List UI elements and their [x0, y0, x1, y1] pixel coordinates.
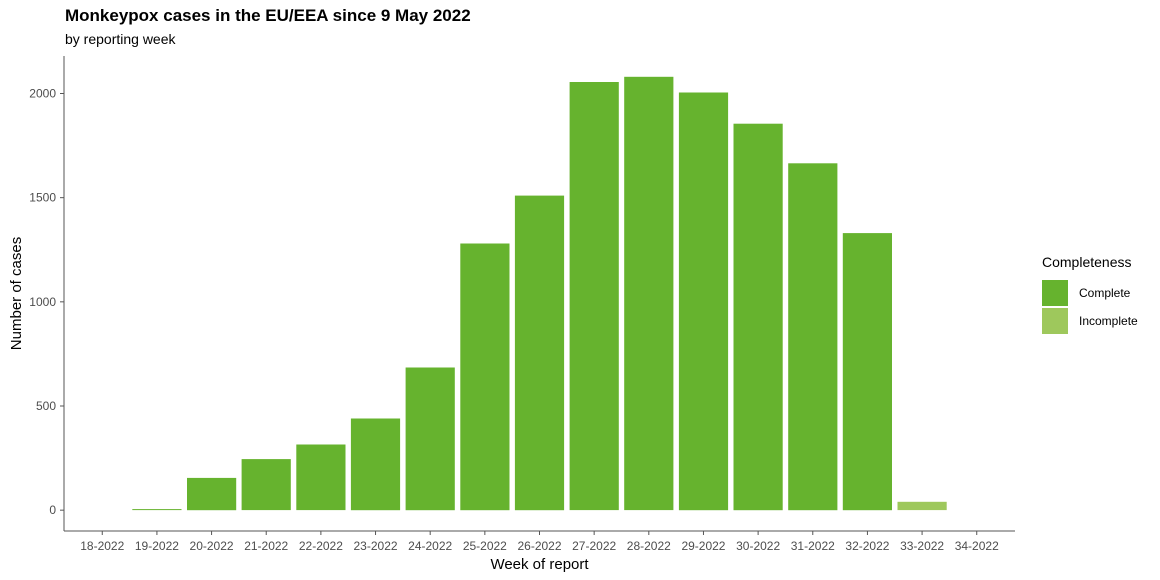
y-axis-label: Number of cases [8, 237, 25, 350]
y-tick-label: 1500 [29, 191, 56, 205]
x-tick-label: 20-2022 [190, 539, 234, 553]
bar-complete-21-2022 [241, 459, 291, 511]
bar-complete-28-2022 [624, 76, 674, 511]
chart-subtitle: by reporting week [65, 31, 176, 47]
x-tick-label: 28-2022 [627, 539, 671, 553]
bar-complete-19-2022 [132, 509, 182, 511]
bar-incomplete-33-2022 [897, 501, 947, 511]
y-tick-label: 0 [49, 503, 56, 517]
x-tick-label: 25-2022 [463, 539, 507, 553]
legend-item-incomplete: Incomplete [1042, 307, 1138, 335]
y-tick-label: 500 [36, 399, 56, 413]
x-tick-label: 29-2022 [681, 539, 725, 553]
legend-label-incomplete: Incomplete [1079, 314, 1138, 328]
bar-complete-30-2022 [733, 123, 783, 511]
bar-complete-31-2022 [788, 163, 838, 511]
legend-label-complete: Complete [1079, 286, 1131, 300]
x-tick-label: 23-2022 [354, 539, 398, 553]
x-tick-label: 33-2022 [900, 539, 944, 553]
bar-complete-26-2022 [514, 195, 565, 511]
x-tick-label: 24-2022 [408, 539, 452, 553]
x-tick-label: 18-2022 [80, 539, 124, 553]
legend-title: Completeness [1042, 254, 1132, 270]
chart-title: Monkeypox cases in the EU/EEA since 9 Ma… [65, 6, 471, 25]
legend-item-complete: Complete [1042, 279, 1138, 307]
x-tick-label: 30-2022 [736, 539, 780, 553]
x-tick-label: 34-2022 [955, 539, 999, 553]
x-tick-label: 32-2022 [845, 539, 889, 553]
bar-complete-20-2022 [187, 477, 237, 511]
bar-complete-32-2022 [842, 233, 892, 511]
legend-swatch-complete [1042, 280, 1068, 306]
x-tick-label: 26-2022 [517, 539, 561, 553]
bar-complete-29-2022 [678, 92, 729, 511]
legend: Completeness Complete Incomplete [1042, 254, 1138, 335]
x-tick-label: 27-2022 [572, 539, 616, 553]
bar-complete-27-2022 [569, 82, 619, 511]
bar-complete-25-2022 [460, 243, 510, 511]
x-axis-label: Week of report [490, 556, 589, 573]
x-tick-label: 22-2022 [299, 539, 343, 553]
y-tick-label: 1000 [29, 295, 56, 309]
x-tick-label: 31-2022 [791, 539, 835, 553]
bar-complete-24-2022 [405, 367, 455, 511]
y-tick-label: 2000 [29, 87, 56, 101]
bar-complete-22-2022 [296, 444, 346, 511]
x-tick-label: 21-2022 [244, 539, 288, 553]
bar-complete-23-2022 [350, 418, 401, 511]
x-tick-label: 19-2022 [135, 539, 179, 553]
legend-swatch-incomplete [1042, 308, 1068, 334]
